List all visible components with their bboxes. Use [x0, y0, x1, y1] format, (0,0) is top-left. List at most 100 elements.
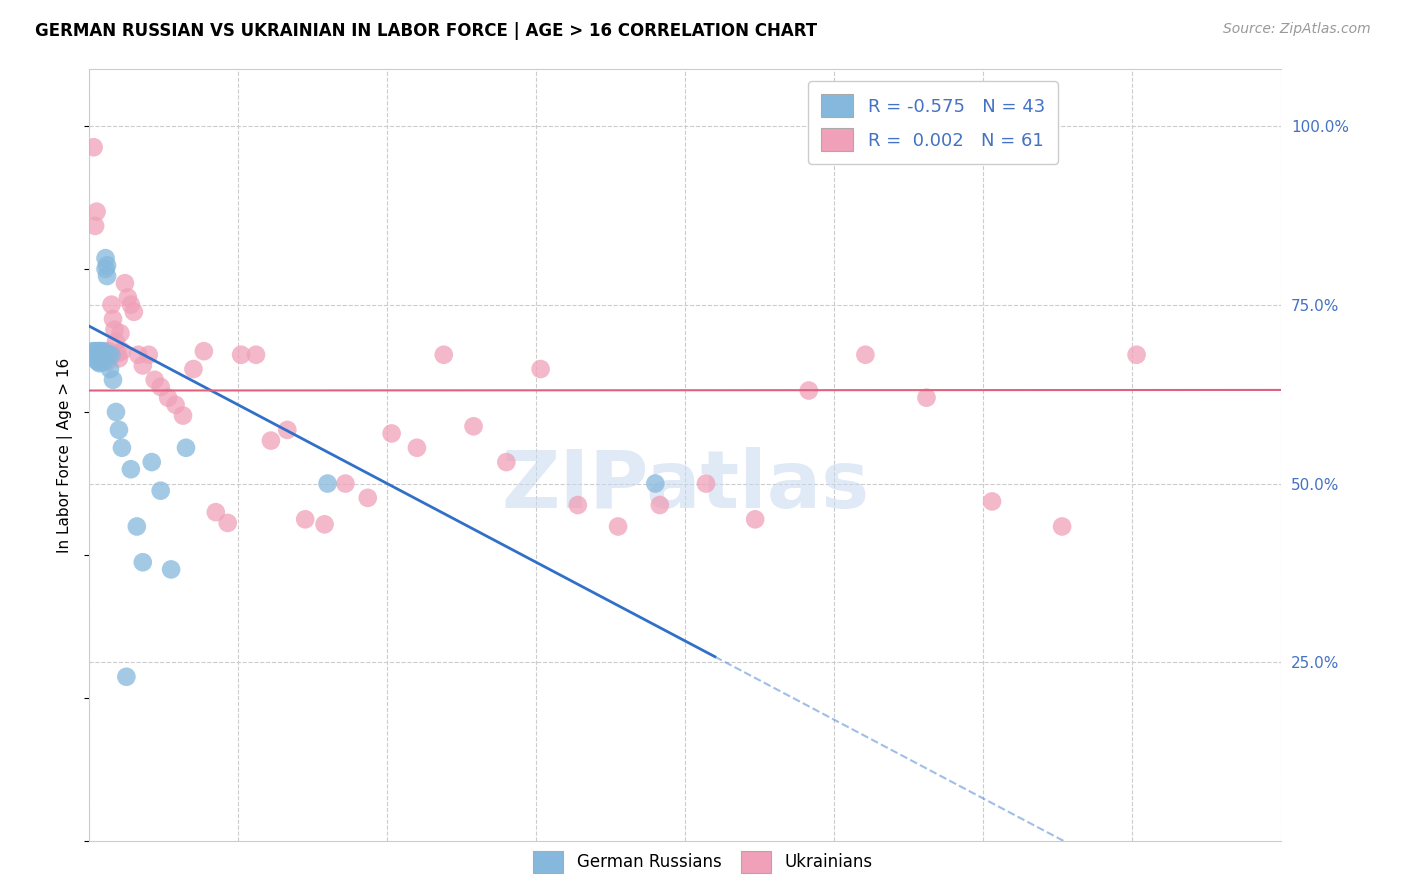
Point — [193, 344, 215, 359]
Point — [87, 346, 110, 360]
Point — [82, 344, 104, 359]
Point — [915, 391, 938, 405]
Point — [89, 344, 111, 359]
Point — [98, 348, 121, 362]
Point — [86, 349, 108, 363]
Point — [104, 405, 127, 419]
Point — [93, 346, 115, 360]
Point — [111, 441, 134, 455]
Point — [127, 348, 149, 362]
Point — [406, 441, 429, 455]
Point — [276, 423, 298, 437]
Point — [1125, 348, 1147, 362]
Text: ZIPatlas: ZIPatlas — [501, 447, 869, 524]
Point — [91, 346, 114, 360]
Point — [93, 355, 115, 369]
Point — [101, 373, 124, 387]
Point — [157, 391, 180, 405]
Point — [149, 483, 172, 498]
Point — [87, 355, 110, 369]
Point — [100, 298, 122, 312]
Point — [97, 344, 120, 359]
Point — [86, 204, 108, 219]
Point — [96, 355, 118, 369]
Point — [120, 462, 142, 476]
Point — [132, 555, 155, 569]
Point — [165, 398, 187, 412]
Point — [87, 349, 110, 363]
Point — [110, 326, 132, 341]
Legend: R = -0.575   N = 43, R =  0.002   N = 61: R = -0.575 N = 43, R = 0.002 N = 61 — [808, 81, 1057, 164]
Point — [90, 355, 112, 369]
Point — [90, 344, 112, 359]
Text: Source: ZipAtlas.com: Source: ZipAtlas.com — [1223, 22, 1371, 37]
Point — [115, 670, 138, 684]
Point — [381, 426, 404, 441]
Point — [141, 455, 163, 469]
Y-axis label: In Labor Force | Age > 16: In Labor Force | Age > 16 — [58, 358, 73, 552]
Point — [83, 140, 105, 154]
Point — [90, 344, 112, 359]
Point — [143, 373, 166, 387]
Point — [89, 351, 111, 366]
Point — [981, 494, 1004, 508]
Point — [97, 348, 120, 362]
Point — [744, 512, 766, 526]
Point — [695, 476, 717, 491]
Point — [84, 351, 107, 366]
Point — [607, 519, 630, 533]
Point — [644, 476, 666, 491]
Point — [108, 423, 131, 437]
Point — [108, 351, 131, 366]
Point — [316, 476, 339, 491]
Point — [90, 349, 112, 363]
Point — [93, 349, 115, 363]
Point — [86, 353, 108, 368]
Point — [89, 349, 111, 363]
Point — [529, 362, 551, 376]
Point — [87, 344, 110, 359]
Point — [111, 344, 134, 359]
Point — [101, 312, 124, 326]
Point — [797, 384, 820, 398]
Point — [648, 498, 671, 512]
Text: GERMAN RUSSIAN VS UKRAINIAN IN LABOR FORCE | AGE > 16 CORRELATION CHART: GERMAN RUSSIAN VS UKRAINIAN IN LABOR FOR… — [35, 22, 817, 40]
Point — [91, 351, 114, 366]
Point — [96, 268, 118, 283]
Point — [245, 348, 267, 362]
Legend: German Russians, Ukrainians: German Russians, Ukrainians — [527, 845, 879, 880]
Point — [120, 298, 142, 312]
Point — [183, 362, 205, 376]
Point — [172, 409, 194, 423]
Point — [91, 351, 114, 366]
Point — [104, 334, 127, 349]
Point — [357, 491, 380, 505]
Point — [174, 441, 197, 455]
Point — [217, 516, 239, 530]
Point — [93, 344, 115, 359]
Point — [117, 291, 139, 305]
Point — [294, 512, 316, 526]
Point — [314, 517, 336, 532]
Point — [98, 362, 121, 376]
Point — [229, 348, 252, 362]
Point — [83, 348, 105, 362]
Point — [103, 323, 125, 337]
Point — [160, 562, 183, 576]
Point — [94, 349, 117, 363]
Point — [86, 344, 108, 359]
Point — [132, 359, 155, 373]
Point — [89, 356, 111, 370]
Point — [463, 419, 485, 434]
Point — [94, 261, 117, 276]
Point — [122, 305, 145, 319]
Point — [96, 258, 118, 272]
Point — [84, 219, 107, 233]
Point — [94, 251, 117, 265]
Point — [125, 519, 148, 533]
Point — [114, 276, 136, 290]
Point — [100, 348, 122, 362]
Point — [149, 380, 172, 394]
Point — [260, 434, 283, 448]
Point — [335, 476, 357, 491]
